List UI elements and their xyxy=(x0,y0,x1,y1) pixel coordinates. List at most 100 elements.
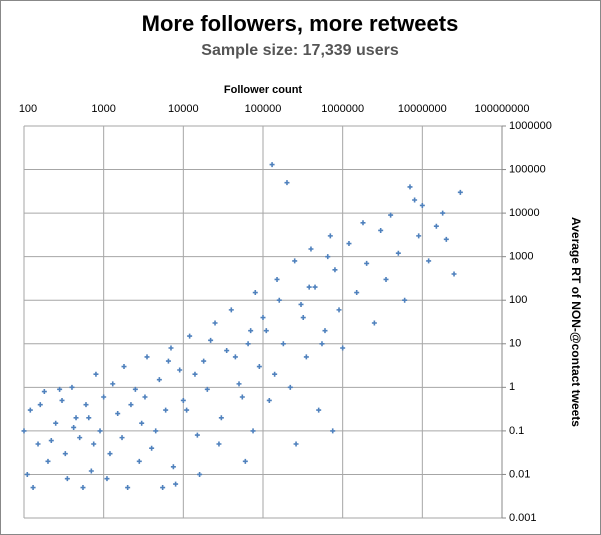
point xyxy=(194,432,200,438)
point xyxy=(142,394,148,400)
x-tick-label: 10000 xyxy=(168,103,199,115)
point xyxy=(24,471,30,477)
y-tick-label: 10 xyxy=(509,338,521,350)
y-tick-label: 10000 xyxy=(509,207,540,219)
point xyxy=(184,407,190,413)
point xyxy=(340,345,346,351)
point xyxy=(395,250,401,256)
point xyxy=(388,212,394,218)
point xyxy=(165,358,171,364)
point xyxy=(216,441,222,447)
point xyxy=(402,297,408,303)
y-tick-label: 100000 xyxy=(509,163,546,175)
point xyxy=(287,384,293,390)
y-tick-label: 100 xyxy=(509,294,527,306)
point xyxy=(280,341,286,347)
point xyxy=(383,276,389,282)
chart-title: More followers, more retweets xyxy=(142,11,459,36)
point xyxy=(440,210,446,216)
point xyxy=(136,458,142,464)
point xyxy=(77,435,83,441)
point xyxy=(93,371,99,377)
point xyxy=(256,364,262,370)
point xyxy=(21,428,27,434)
y-tick-label: 0.01 xyxy=(509,468,530,480)
point xyxy=(153,428,159,434)
point xyxy=(45,458,51,464)
point xyxy=(62,451,68,457)
y-axis-title: Average RT of NON-@contact tweets xyxy=(569,217,583,427)
point xyxy=(180,397,186,403)
point xyxy=(119,435,125,441)
point xyxy=(224,348,230,354)
point xyxy=(104,476,110,482)
point xyxy=(252,290,258,296)
point xyxy=(125,485,131,491)
point xyxy=(53,420,59,426)
point xyxy=(416,233,422,239)
point xyxy=(201,358,207,364)
point xyxy=(232,354,238,360)
point xyxy=(101,394,107,400)
point xyxy=(37,402,43,408)
point xyxy=(132,386,138,392)
point xyxy=(168,345,174,351)
point xyxy=(177,367,183,373)
point xyxy=(303,354,309,360)
point xyxy=(274,276,280,282)
point xyxy=(266,397,272,403)
y-tick-label: 1000000 xyxy=(509,120,552,132)
x-tick-label: 100 xyxy=(19,103,37,115)
point xyxy=(57,386,63,392)
point xyxy=(187,333,193,339)
chart-subtitle: Sample size: 17,339 users xyxy=(201,42,399,59)
point xyxy=(121,364,127,370)
point xyxy=(88,468,94,474)
point xyxy=(80,485,86,491)
y-tick-label: 1000 xyxy=(509,251,533,263)
point xyxy=(149,445,155,451)
point xyxy=(236,381,242,387)
point xyxy=(156,377,162,383)
point xyxy=(269,162,275,168)
point xyxy=(412,197,418,203)
point xyxy=(407,184,413,190)
point xyxy=(316,407,322,413)
point xyxy=(443,236,449,242)
point xyxy=(346,241,352,247)
point xyxy=(41,389,47,395)
point xyxy=(298,301,304,307)
point xyxy=(35,441,41,447)
point xyxy=(110,381,116,387)
x-tick-label: 10000000 xyxy=(398,103,447,115)
point xyxy=(197,471,203,477)
point xyxy=(71,424,77,430)
point xyxy=(284,180,290,186)
point xyxy=(160,485,166,491)
point xyxy=(27,407,33,413)
point xyxy=(204,386,210,392)
point xyxy=(360,220,366,226)
point xyxy=(73,415,79,421)
point xyxy=(293,441,299,447)
point xyxy=(327,233,333,239)
x-axis-title: Follower count xyxy=(224,84,303,96)
y-tick-label: 0.1 xyxy=(509,425,524,437)
point xyxy=(173,481,179,487)
point xyxy=(263,328,269,334)
point xyxy=(419,202,425,208)
x-tick-label: 1000000 xyxy=(321,103,364,115)
y-tick-label: 1 xyxy=(509,381,515,393)
x-tick-label: 1000 xyxy=(91,103,115,115)
point xyxy=(30,485,36,491)
point xyxy=(308,246,314,252)
point xyxy=(260,315,266,321)
point xyxy=(378,227,384,233)
point xyxy=(433,223,439,229)
point xyxy=(48,438,54,444)
point xyxy=(426,258,432,264)
point xyxy=(457,189,463,195)
point xyxy=(91,441,97,447)
point xyxy=(128,402,134,408)
